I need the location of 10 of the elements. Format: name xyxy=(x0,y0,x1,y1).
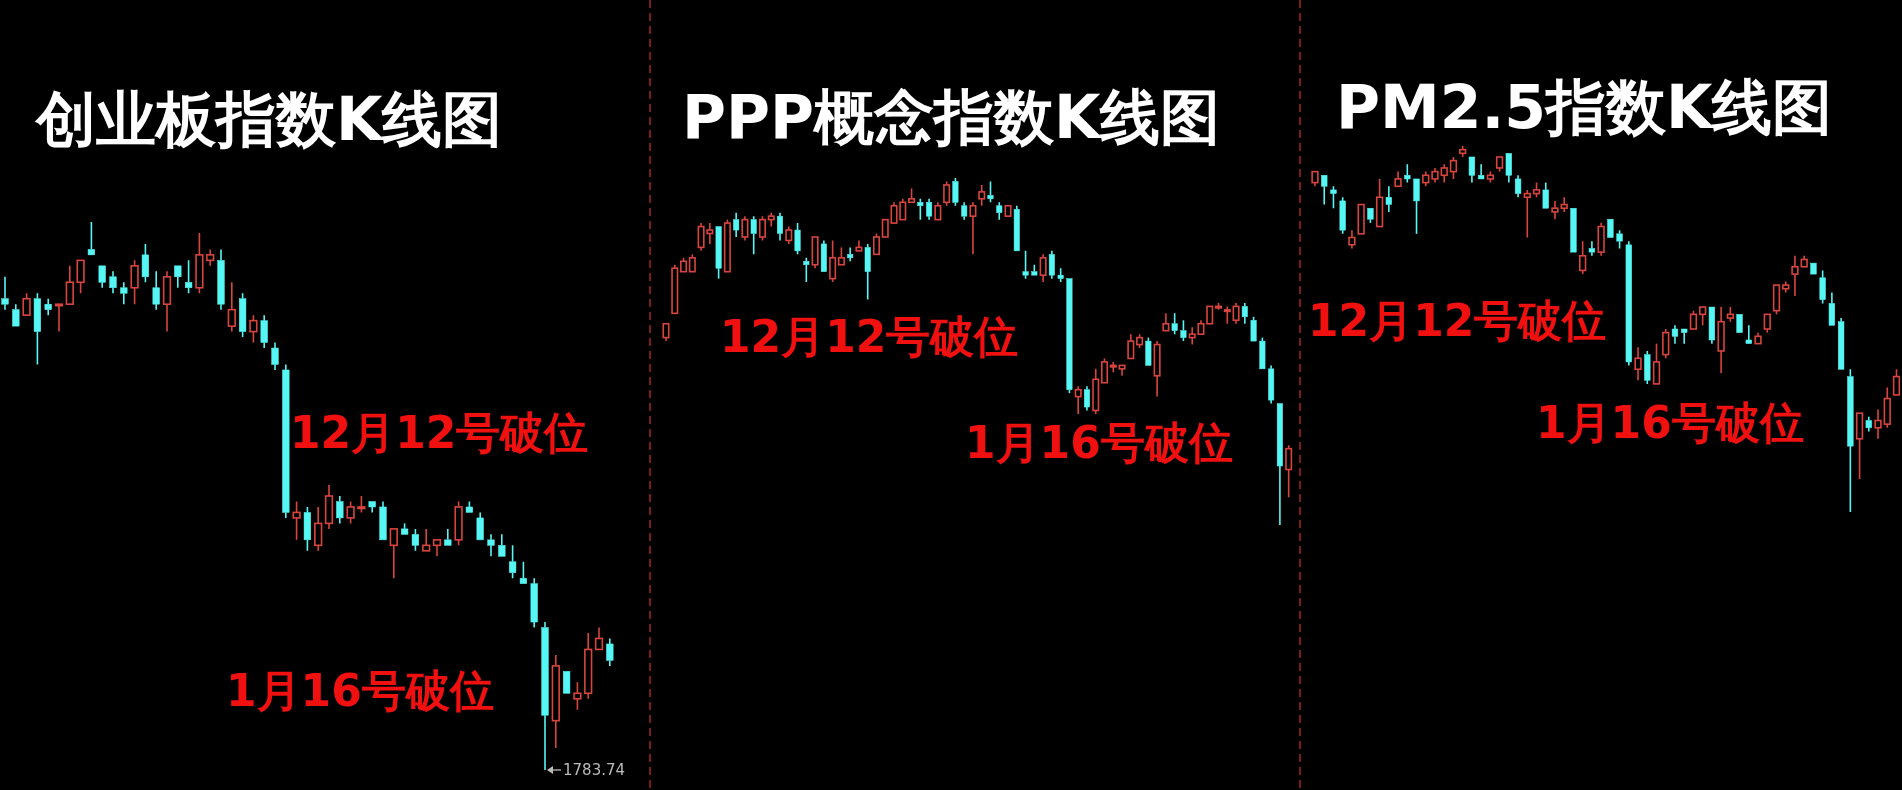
annotation: 12月12号破位 xyxy=(290,407,589,458)
annotation: 1783.74 xyxy=(563,761,626,779)
annotation: 1月16号破位 xyxy=(226,665,494,716)
annotation: 1月16号破位 xyxy=(965,417,1233,468)
chart-title: PM2.5指数K线图 xyxy=(1336,72,1833,142)
annotation: 1月16号破位 xyxy=(1536,397,1804,448)
chart-title: 创业板指数K线图 xyxy=(34,84,503,154)
annotation: 12月12号破位 xyxy=(720,311,1019,362)
chart-title: PPP概念指数K线图 xyxy=(682,82,1221,152)
annotation: 12月12号破位 xyxy=(1308,295,1607,346)
